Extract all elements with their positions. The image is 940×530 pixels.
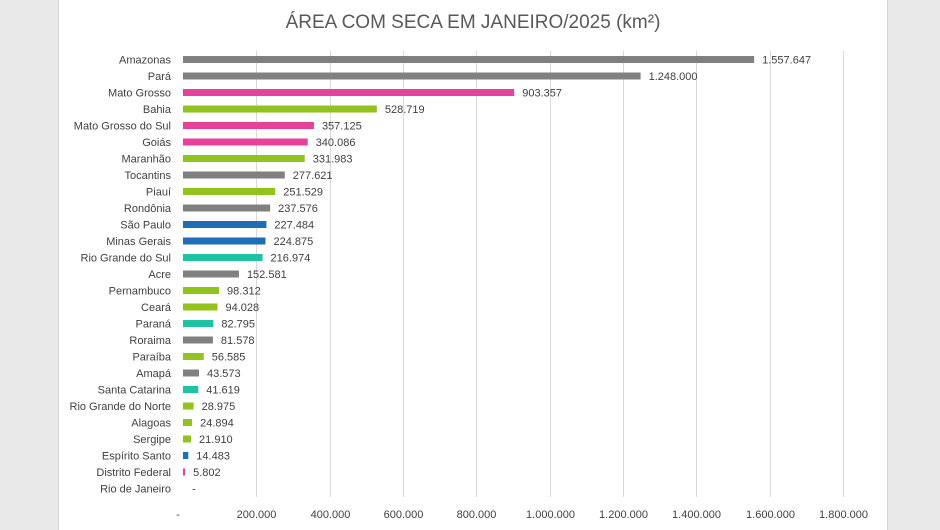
- category-label: Rio de Janeiro: [100, 484, 171, 496]
- category-label: Sergipe: [133, 434, 171, 446]
- bar: [183, 435, 192, 443]
- bar: [183, 270, 239, 278]
- chart-title: ÁREA COM SECA EM JANEIRO/2025 (km²): [285, 12, 661, 33]
- bar: [183, 287, 220, 294]
- category-label: Ceará: [141, 302, 172, 314]
- category-label: Roraima: [129, 335, 171, 347]
- bar: [183, 221, 267, 228]
- data-label: 357.125: [322, 121, 362, 133]
- grid-layer: [256, 51, 844, 497]
- data-label: 24.894: [200, 418, 234, 430]
- bar: [183, 419, 193, 426]
- x-tick-label: 400.000: [311, 509, 351, 521]
- x-tick-label: 1.600.000: [746, 509, 795, 521]
- bar: [183, 155, 305, 162]
- data-label: 1.248.000: [649, 71, 698, 83]
- bar: [183, 336, 213, 344]
- category-label: Rio Grande do Sul: [81, 253, 172, 265]
- x-tick-label: 600.000: [384, 509, 424, 521]
- bar: [183, 468, 186, 476]
- data-label: 14.483: [196, 451, 230, 463]
- data-label: 82.795: [221, 319, 255, 331]
- data-label: 528.719: [385, 104, 425, 116]
- bar: [183, 402, 194, 410]
- category-label: Paraíba: [132, 352, 171, 364]
- x-tick-label: 1.000.000: [526, 509, 575, 521]
- category-label: Mato Grosso: [108, 88, 171, 100]
- x-tick-label: 1.200.000: [599, 509, 648, 521]
- bar: [183, 254, 263, 261]
- x-tick-label: 800.000: [457, 509, 497, 521]
- bar: [183, 105, 377, 113]
- data-label: 237.576: [278, 203, 318, 215]
- data-label: 43.573: [207, 368, 241, 380]
- bar: [183, 237, 266, 245]
- data-label: 340.086: [316, 137, 356, 149]
- bar: [183, 386, 199, 393]
- bar: [183, 56, 755, 63]
- category-label: São Paulo: [120, 220, 171, 232]
- x-tick-label: 1.400.000: [672, 509, 721, 521]
- data-label: 56.585: [212, 352, 246, 364]
- bar: [183, 353, 204, 360]
- category-label: Alagoas: [131, 418, 171, 430]
- category-label: Distrito Federal: [96, 467, 171, 479]
- bar: [183, 204, 271, 212]
- bar: [183, 303, 218, 311]
- bar: [183, 188, 276, 195]
- category-label: Piauí: [146, 187, 171, 199]
- data-label: 251.529: [283, 187, 323, 199]
- chart-panel: ÁREA COM SECA EM JANEIRO/2025 (km²): [58, 0, 888, 530]
- data-label: 277.621: [293, 170, 333, 182]
- bar: [183, 320, 214, 327]
- bar: [183, 369, 199, 377]
- data-label: 227.484: [274, 220, 314, 232]
- category-label: Acre: [148, 269, 171, 281]
- category-label: Mato Grosso do Sul: [74, 121, 171, 133]
- data-label: 98.312: [227, 286, 261, 298]
- category-label: Paraná: [136, 319, 172, 331]
- category-label: Pará: [148, 71, 172, 83]
- x-tick-label: -: [176, 509, 180, 521]
- data-label: -: [192, 484, 196, 496]
- category-label: Santa Catarina: [98, 385, 172, 397]
- data-label: 94.028: [225, 302, 259, 314]
- category-label: Bahia: [143, 104, 172, 116]
- data-label: 28.975: [202, 401, 236, 413]
- category-label: Maranhão: [121, 154, 171, 166]
- category-label: Rondônia: [124, 203, 172, 215]
- data-label: 5.802: [193, 467, 221, 479]
- bar: [183, 452, 189, 459]
- category-label: Amapá: [136, 368, 172, 380]
- data-label: 216.974: [271, 253, 311, 265]
- data-label: 1.557.647: [762, 55, 811, 67]
- bar: [183, 122, 314, 129]
- data-label: 903.357: [522, 88, 562, 100]
- category-label: Rio Grande do Norte: [70, 401, 172, 413]
- data-label: 331.983: [313, 154, 353, 166]
- category-label: Goiás: [142, 137, 171, 149]
- data-label: 41.619: [206, 385, 240, 397]
- bar: [183, 171, 285, 179]
- category-label: Espírito Santo: [102, 451, 171, 463]
- label-layer: - 200.000 400.000 600.000 800.000 1.000.000 1.…: [70, 55, 868, 522]
- category-label: Tocantins: [125, 170, 172, 182]
- bar: [183, 138, 308, 146]
- data-label: 224.875: [273, 236, 313, 248]
- bar: [183, 72, 641, 80]
- data-label: 21.910: [199, 434, 233, 446]
- x-tick-label: 1.800.000: [819, 509, 868, 521]
- bar: [183, 89, 515, 96]
- category-label: Amazonas: [119, 55, 171, 67]
- bar-layer: [183, 56, 755, 476]
- x-tick-label: 200.000: [237, 509, 277, 521]
- data-label: 81.578: [221, 335, 255, 347]
- category-label: Pernambuco: [109, 286, 171, 298]
- data-label: 152.581: [247, 269, 287, 281]
- category-label: Minas Gerais: [106, 236, 171, 248]
